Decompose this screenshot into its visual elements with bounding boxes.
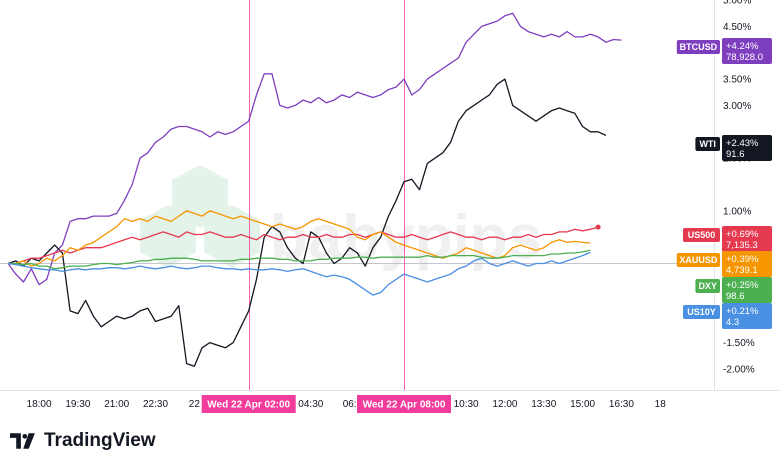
plot-area[interactable]: [0, 0, 780, 391]
series-value-tag: [722, 251, 772, 277]
series-line-us10y[interactable]: [7, 251, 591, 296]
series-last-label: 4,739.1: [726, 265, 758, 276]
series-name-tag: [695, 137, 720, 151]
y-tick-label: 3.50%: [723, 75, 751, 86]
x-tick-label: 22:30: [143, 399, 168, 410]
series-value-tag: [722, 226, 772, 252]
y-tick-label: -2.00%: [723, 364, 755, 375]
series-change-label: +0.69%: [726, 229, 759, 240]
crosshair-time-badge: [201, 395, 296, 413]
series-value-tag: [722, 277, 772, 303]
y-tick-label: 3.00%: [723, 101, 751, 112]
x-axis[interactable]: 18:00 19:30 21:00 22:30 22 04:30 06: 10:30 12:00…: [27, 395, 667, 413]
series-name-tag: [676, 40, 720, 54]
x-tick-label: 21:00: [104, 399, 129, 410]
series-last-label: 7,135.3: [726, 240, 758, 251]
crosshair-time-badge: [357, 395, 451, 413]
series-value-tag: [722, 135, 772, 161]
x-tick-label: 16:30: [609, 399, 634, 410]
series-change-label: +0.21%: [726, 306, 759, 317]
series-line-dxy[interactable]: [8, 249, 591, 270]
crosshair-time-label: Wed 22 Apr 02:00: [207, 400, 290, 411]
series-name-label: US10Y: [687, 307, 716, 317]
series-line-us500[interactable]: [8, 226, 599, 265]
series-name-label: XAUUSD: [679, 255, 718, 265]
x-tick-label: 13:30: [531, 399, 556, 410]
series-change-label: +2.43%: [726, 138, 759, 149]
series-value-tag: [722, 303, 772, 329]
series-value-tag: [722, 38, 772, 64]
series-name-label: BTCUSD: [680, 42, 718, 52]
series-tags: BTCUSD +4.24%78,928.0 WTI +2.43%91.6 US500 +0…: [676, 38, 772, 329]
series-change-label: +0.39%: [726, 254, 759, 265]
series-change-label: +4.24%: [726, 41, 759, 52]
x-tick-label: 19:30: [65, 399, 90, 410]
series-name-tag: [683, 305, 720, 319]
y-tick-label: -1.50%: [723, 338, 755, 349]
series-name-label: DXY: [698, 281, 717, 291]
series-name-tag: [695, 279, 720, 293]
series-line-xauusd[interactable]: [8, 210, 591, 267]
x-tick-label: 04:30: [298, 399, 323, 410]
tradingview-logo[interactable]: TradingView: [10, 430, 156, 452]
series-last-label: 78,928.0: [726, 52, 763, 63]
series-end-dot: [595, 224, 601, 230]
series-change-label: +0.25%: [726, 280, 759, 291]
series-name-tag: [683, 228, 720, 242]
x-tick-label: 10:30: [454, 399, 479, 410]
series-line-btcusd[interactable]: [7, 12, 622, 286]
series-last-label: 98.6: [726, 291, 745, 302]
series-name-label: US500: [688, 230, 716, 240]
tradingview-icon: [10, 433, 35, 449]
plot-background[interactable]: [0, 0, 714, 390]
x-tick-label: 18:00: [27, 399, 52, 410]
brand-label: TradingView: [44, 430, 156, 451]
series-line-wti[interactable]: [7, 78, 607, 367]
series-name-label: WTI: [699, 139, 716, 149]
crosshair-time-label: Wed 22 Apr 08:00: [363, 400, 446, 411]
x-tick-label: 12:00: [492, 399, 517, 410]
series-last-label: 4.3: [726, 317, 739, 328]
series-name-tag: [676, 253, 720, 267]
series-last-label: 91.6: [726, 149, 745, 160]
y-tick-label: 4.50%: [723, 22, 751, 33]
y-tick-label: 1.00%: [723, 206, 751, 217]
y-tick-label: 5.00%: [723, 0, 751, 7]
x-tick-label: 22: [189, 399, 201, 410]
x-tick-label: 18: [655, 399, 667, 410]
series-layer: [7, 12, 622, 367]
x-tick-label: 15:00: [570, 399, 595, 410]
x-tick-label: 06:: [343, 399, 357, 410]
